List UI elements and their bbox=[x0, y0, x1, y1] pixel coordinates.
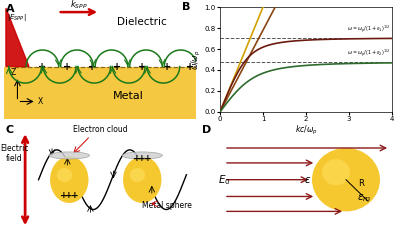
Text: D: D bbox=[202, 125, 211, 135]
Text: $E_0$: $E_0$ bbox=[218, 173, 230, 187]
Text: +: + bbox=[133, 154, 140, 163]
Text: +: + bbox=[60, 191, 67, 200]
Text: A: A bbox=[6, 4, 14, 14]
X-axis label: $kc/\omega_p$: $kc/\omega_p$ bbox=[295, 124, 317, 137]
Text: +: + bbox=[66, 191, 73, 200]
Text: C: C bbox=[6, 125, 14, 135]
Text: Z: Z bbox=[11, 68, 16, 77]
Ellipse shape bbox=[57, 168, 72, 182]
Ellipse shape bbox=[130, 168, 145, 182]
Ellipse shape bbox=[49, 152, 90, 159]
Text: +: + bbox=[63, 61, 72, 72]
Polygon shape bbox=[6, 8, 29, 66]
Text: +: + bbox=[138, 154, 146, 163]
Text: +: + bbox=[138, 61, 146, 72]
Text: R: R bbox=[358, 179, 364, 188]
Text: +: + bbox=[88, 61, 96, 72]
Text: $|E_{SPP}|$: $|E_{SPP}|$ bbox=[7, 12, 26, 23]
Ellipse shape bbox=[122, 152, 162, 159]
Text: +: + bbox=[144, 154, 152, 163]
Circle shape bbox=[312, 148, 380, 211]
Text: Electron cloud: Electron cloud bbox=[73, 125, 127, 134]
Text: +: + bbox=[186, 61, 194, 72]
Text: B: B bbox=[182, 2, 190, 12]
Text: +: + bbox=[113, 61, 121, 72]
Ellipse shape bbox=[50, 156, 88, 203]
Y-axis label: $\omega/\omega_p$: $\omega/\omega_p$ bbox=[190, 49, 203, 70]
Bar bbox=[4, 66, 196, 119]
Text: $\varepsilon_m$: $\varepsilon_m$ bbox=[357, 193, 371, 204]
Text: $\omega=\omega_p/(1+\varepsilon_1)^{1/2}$: $\omega=\omega_p/(1+\varepsilon_1)^{1/2}… bbox=[347, 23, 390, 35]
Text: Metal: Metal bbox=[113, 91, 144, 101]
Text: $\varepsilon$: $\varepsilon$ bbox=[304, 175, 312, 185]
Text: +: + bbox=[38, 61, 46, 72]
Ellipse shape bbox=[123, 156, 162, 203]
Text: Electric
field: Electric field bbox=[0, 144, 29, 163]
Text: Metal sphere: Metal sphere bbox=[142, 201, 192, 210]
Text: +: + bbox=[71, 191, 79, 200]
Text: +: + bbox=[163, 61, 171, 72]
Text: X: X bbox=[38, 97, 43, 106]
Text: $\omega=\omega_p/(1+\varepsilon_2)^{1/2}$: $\omega=\omega_p/(1+\varepsilon_2)^{1/2}… bbox=[347, 47, 390, 59]
Text: Dielectric: Dielectric bbox=[117, 17, 167, 27]
Text: $k_{SPP}$: $k_{SPP}$ bbox=[70, 0, 88, 11]
Circle shape bbox=[322, 159, 350, 185]
